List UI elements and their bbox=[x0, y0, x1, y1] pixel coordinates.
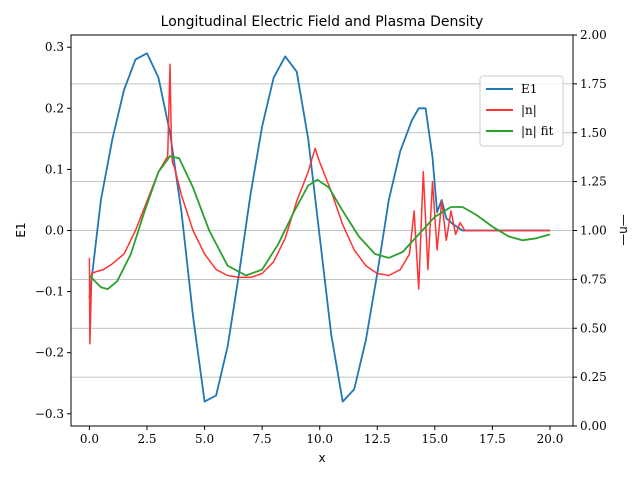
right-tick-label-8: 2.00 bbox=[580, 28, 607, 42]
x-tick-label-5: 12.5 bbox=[364, 432, 391, 446]
right-tick-label-2: 0.50 bbox=[580, 321, 607, 335]
x-tick-label-0: 0.0 bbox=[80, 432, 99, 446]
left-tick-label-1: −0.2 bbox=[35, 346, 64, 360]
x-tick-label-8: 20.0 bbox=[537, 432, 564, 446]
density-fit-series-line bbox=[88, 155, 551, 291]
legend-label-density-fit: |n| fit bbox=[521, 124, 554, 138]
left-tick-label-3: 0.0 bbox=[45, 224, 64, 238]
legend-label-density: |n| bbox=[521, 103, 537, 117]
left-tick-label-0: −0.3 bbox=[35, 407, 64, 421]
right-axis-label: —n— bbox=[617, 214, 631, 246]
x-tick-label-4: 10.0 bbox=[306, 432, 333, 446]
legend-box bbox=[479, 75, 564, 147]
x-tick-label-6: 15.0 bbox=[421, 432, 448, 446]
left-tick-label-5: 0.2 bbox=[45, 101, 64, 115]
right-tick-label-5: 1.25 bbox=[580, 175, 607, 189]
left-axis-label: E1 bbox=[14, 222, 28, 237]
x-axis-label: x bbox=[318, 451, 325, 465]
left-axis-ticks: −0.3 −0.2 −0.1 0.0 0.1 0.2 0.3 bbox=[35, 40, 71, 421]
right-tick-label-3: 0.75 bbox=[580, 272, 607, 286]
right-axis-ticks: 0.00 0.25 0.50 0.75 1.00 1.25 1.50 1.75 2.00 bbox=[573, 28, 607, 433]
left-tick-label-2: −0.1 bbox=[35, 285, 64, 299]
right-tick-label-0: 0.00 bbox=[580, 419, 607, 433]
right-tick-label-4: 1.00 bbox=[580, 224, 607, 238]
x-tick-label-3: 7.5 bbox=[253, 432, 272, 446]
left-tick-label-4: 0.1 bbox=[45, 162, 64, 176]
left-tick-label-6: 0.3 bbox=[45, 40, 64, 54]
chart-title: Longitudinal Electric Field and Plasma D… bbox=[161, 14, 484, 30]
right-tick-label-1: 0.25 bbox=[580, 370, 607, 384]
x-axis-ticks: 0.0 2.5 5.0 7.5 10.0 12.5 15.0 17.5 20.0 bbox=[80, 426, 563, 446]
x-tick-label-1: 2.5 bbox=[137, 432, 156, 446]
legend: E1 |n| |n| fit bbox=[479, 75, 564, 147]
legend-label-e1: E1 bbox=[521, 82, 537, 96]
x-tick-label-7: 17.5 bbox=[479, 432, 506, 446]
right-tick-label-6: 1.50 bbox=[580, 126, 607, 140]
x-tick-label-2: 5.0 bbox=[195, 432, 214, 446]
right-tick-label-7: 1.75 bbox=[580, 77, 607, 91]
series-lines bbox=[88, 52, 551, 403]
